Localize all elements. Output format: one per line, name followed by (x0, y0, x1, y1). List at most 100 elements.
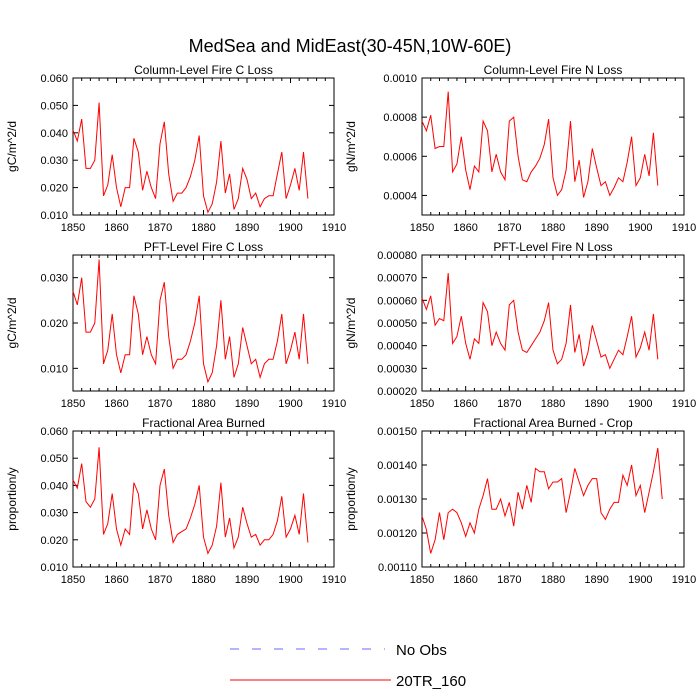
x-tick-label: 1860 (104, 398, 128, 410)
y-tick-label: 0.010 (40, 210, 68, 222)
x-tick-label: 1900 (628, 222, 652, 234)
y-tick-label: 0.0010 (383, 73, 417, 85)
x-tick-label: 1890 (235, 574, 259, 586)
plot-frame (72, 430, 335, 568)
chart-title: Column-Level Fire N Loss (484, 63, 623, 77)
chart-title: Column-Level Fire C Loss (134, 63, 273, 77)
x-tick-label: 1880 (191, 398, 215, 410)
x-tick-label: 1910 (322, 574, 346, 586)
y-tick-label: 0.020 (40, 535, 68, 547)
x-tick-label: 1870 (497, 222, 521, 234)
y-axis-label: proportion/y (344, 467, 358, 530)
chart-panel-2: Column-Level Fire N Loss 1850 1860 1870 1880… (344, 63, 696, 234)
y-tick-label: 0.00150 (377, 426, 417, 438)
y-tick-label: 0.00130 (377, 494, 417, 506)
panels: Column-Level Fire C Loss 1850 1860 1870 1880… (5, 63, 696, 586)
y-tick-label: 0.00060 (377, 295, 417, 307)
x-tick-label: 1860 (104, 222, 128, 234)
y-tick-label: 0.010 (40, 562, 68, 574)
x-tick-label: 1890 (235, 222, 259, 234)
y-tick-label: 0.0004 (383, 190, 417, 202)
x-tick-label: 1870 (148, 222, 172, 234)
y-tick-label: 0.050 (40, 100, 68, 112)
x-tick-label: 1900 (278, 574, 302, 586)
y-axis-label: proportion/y (5, 467, 19, 530)
series-line-20tr-160 (72, 259, 309, 384)
x-tick-label: 1890 (584, 398, 608, 410)
y-tick-label: 0.010 (40, 363, 68, 375)
y-tick-label: 0.00040 (377, 341, 417, 353)
x-tick-label: 1900 (628, 398, 652, 410)
y-tick-label: 0.00030 (377, 363, 417, 375)
series-line-20tr-160 (421, 447, 663, 554)
legend: No Obs 20TR_160 (230, 642, 466, 690)
plot-frame (421, 430, 685, 568)
chart-title: Fractional Area Burned (142, 416, 265, 430)
x-tick-label: 1890 (584, 574, 608, 586)
legend-label-20tr-160: 20TR_160 (396, 673, 466, 690)
x-tick-label: 1850 (410, 574, 434, 586)
chart-panel-4: PFT-Level Fire N Loss 1850 1860 1870 1880 189… (344, 240, 696, 410)
y-tick-label: 0.0006 (383, 151, 417, 163)
x-tick-label: 1880 (541, 398, 565, 410)
plot-frame (421, 254, 685, 392)
y-tick-label: 0.00020 (377, 386, 417, 398)
x-tick-label: 1860 (104, 574, 128, 586)
y-axis-label: gC/m^2/d (5, 121, 19, 172)
x-tick-label: 1880 (191, 222, 215, 234)
x-tick-label: 1850 (61, 574, 85, 586)
x-tick-label: 1910 (322, 222, 346, 234)
chart-panel-5: Fractional Area Burned 1850 1860 1870 1880 18… (5, 416, 346, 586)
y-tick-label: 0.00110 (378, 562, 417, 574)
x-tick-label: 1860 (453, 222, 477, 234)
x-tick-label: 1850 (61, 398, 85, 410)
y-tick-label: 0.050 (40, 453, 68, 465)
y-tick-label: 0.040 (40, 128, 68, 140)
x-tick-label: 1910 (672, 398, 696, 410)
x-tick-label: 1880 (541, 222, 565, 234)
x-tick-label: 1860 (453, 574, 477, 586)
x-tick-label: 1910 (672, 222, 696, 234)
y-tick-label: 0.030 (40, 273, 68, 285)
x-tick-label: 1890 (584, 222, 608, 234)
x-tick-label: 1890 (235, 398, 259, 410)
y-tick-label: 0.00050 (377, 318, 417, 330)
x-tick-label: 1850 (61, 222, 85, 234)
y-tick-label: 0.00140 (377, 460, 417, 472)
y-tick-label: 0.040 (40, 480, 68, 492)
x-tick-label: 1880 (541, 574, 565, 586)
x-tick-label: 1850 (410, 398, 434, 410)
y-axis-label: gN/m^2/d (344, 121, 358, 172)
chart-panel-6: Fractional Area Burned - Crop 1850 1860 187… (344, 416, 696, 586)
chart-title: PFT-Level Fire C Loss (144, 240, 263, 254)
x-tick-label: 1910 (672, 574, 696, 586)
legend-label-no-obs: No Obs (396, 642, 447, 659)
y-tick-label: 0.0008 (383, 112, 417, 124)
x-tick-label: 1870 (497, 398, 521, 410)
x-tick-label: 1870 (497, 574, 521, 586)
y-tick-label: 0.00070 (377, 273, 417, 285)
y-tick-label: 0.060 (40, 426, 68, 438)
figure-title: MedSea and MidEast(30-45N,10W-60E) (189, 36, 512, 56)
chart-panel-3: PFT-Level Fire C Loss 1850 1860 1870 1880 189… (5, 240, 346, 410)
y-tick-label: 0.00120 (377, 528, 417, 540)
x-tick-label: 1900 (628, 574, 652, 586)
y-tick-label: 0.020 (40, 318, 68, 330)
y-axis-label: gC/m^2/d (5, 298, 19, 349)
y-tick-label: 0.030 (40, 508, 68, 520)
x-tick-label: 1900 (278, 222, 302, 234)
x-tick-label: 1910 (322, 398, 346, 410)
plot-frame (421, 77, 685, 216)
chart-title: PFT-Level Fire N Loss (493, 240, 612, 254)
series-line-20tr-160 (421, 91, 659, 198)
x-tick-label: 1900 (278, 398, 302, 410)
chart-panel-1: Column-Level Fire C Loss 1850 1860 1870 1880… (5, 63, 346, 234)
plot-frame (72, 254, 335, 392)
y-tick-label: 0.00080 (377, 250, 417, 262)
y-tick-label: 0.020 (40, 183, 68, 195)
x-tick-label: 1870 (148, 398, 172, 410)
chart-title: Fractional Area Burned - Crop (473, 416, 633, 430)
x-tick-label: 1870 (148, 574, 172, 586)
x-tick-label: 1880 (191, 574, 215, 586)
x-tick-label: 1850 (410, 222, 434, 234)
